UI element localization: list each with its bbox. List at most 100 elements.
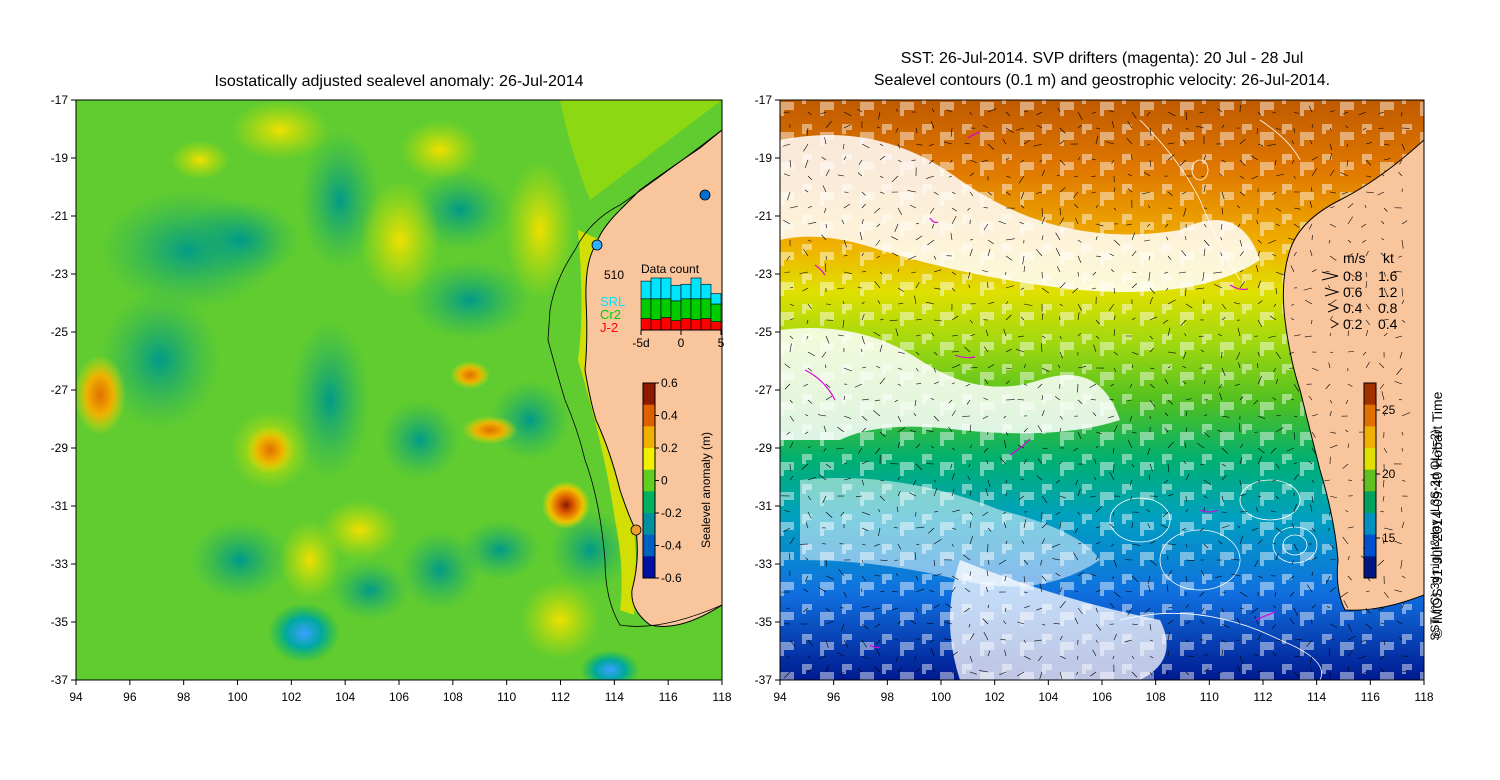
velocity-arrow [1148,271,1151,281]
left-axis-x-tick-label: 102 [281,690,301,704]
velocity-arrow [1275,287,1278,295]
velocity-arrow [1040,559,1043,566]
velocity-legend-arrow [1327,303,1340,313]
velocity-arrow [1383,318,1389,321]
velocity-arrow [1091,175,1097,177]
velocity-arrow [1095,236,1098,241]
data-count-bar-srl [700,283,712,300]
sst-colorbar-tick-label: 15 [1382,531,1396,545]
velocity-arrow [1131,283,1138,289]
imos-credit: © IMOS 31-Jul-2014 09:40 Hobart Time [1429,391,1445,638]
velocity-arrow [930,397,935,401]
velocity-arrow [1239,655,1244,664]
velocity-arrow [1023,655,1031,660]
velocity-arrow [1253,653,1259,657]
velocity-arrow [854,383,863,388]
velocity-arrow [1238,362,1241,369]
left-axis-y-tick-label: -17 [51,93,69,107]
velocity-arrow [1113,425,1118,433]
velocity-arrow [1095,223,1104,227]
velocity-arrow [1055,511,1061,516]
sst-colorbar-swatch [1364,513,1376,536]
velocity-arrow [1003,328,1007,337]
velocity-arrow [1380,510,1385,513]
sealevel-colorbar-label: Sealevel anomaly (m) [699,432,713,548]
velocity-arrow [945,603,953,609]
data-count-bar-srl [650,277,662,300]
velocity-arrow [840,671,845,675]
velocity-arrow [1126,137,1133,145]
velocity-arrow [807,511,812,519]
velocity-arrow [1167,631,1171,641]
velocity-arrow [1041,495,1048,504]
velocity-arrow [1340,591,1349,598]
velocity-arrow [1365,303,1370,310]
velocity-arrow [1272,111,1277,114]
velocity-arrow [1110,383,1115,387]
velocity-arrow [914,551,917,561]
velocity-arrow [1185,604,1189,609]
velocity-arrow [803,248,809,257]
velocity-arrow [1129,383,1133,388]
velocity-arrow [1311,479,1315,483]
velocity-arrow [897,268,900,273]
velocity-arrow [1005,367,1012,370]
velocity-arrow [1076,655,1079,660]
velocity-arrow [1401,220,1408,225]
velocity-arrow [1095,127,1100,129]
right-map-title-line1: SST: 26-Jul-2014. SVP drifters (magenta)… [900,50,1304,67]
velocity-arrow [1183,460,1187,465]
velocity-arrow [964,587,971,593]
velocity-arrow [1329,191,1336,194]
velocity-arrow [1041,235,1044,241]
velocity-arrow [1291,140,1295,145]
velocity-arrow [1273,303,1277,307]
velocity-arrow [969,367,978,369]
velocity-arrow [1236,617,1241,625]
velocity-arrow [825,559,827,567]
velocity-arrow [1220,223,1223,230]
left-axis-x-tick-label: 112 [551,690,570,704]
velocity-arrow [1059,636,1063,641]
velocity-arrow [1199,619,1205,625]
velocity-arrow [913,479,917,486]
velocity-arrow [1041,335,1046,338]
velocity-arrow [1019,221,1025,225]
velocity-arrow [843,156,847,161]
velocity-arrow [1236,351,1241,360]
data-count-legend-srl: SRL [600,294,625,309]
velocity-arrow [1401,143,1406,151]
velocity-arrow [1378,127,1385,130]
velocity-arrow [1113,559,1117,568]
velocity-arrow [1167,399,1174,405]
velocity-arrow [1095,255,1102,258]
velocity-arrow [1271,623,1277,629]
data-count-bar-j2 [660,317,672,331]
velocity-arrow [1149,623,1152,631]
velocity-arrow [915,351,920,356]
velocity-arrow [986,459,989,465]
velocity-arrow [838,568,845,577]
velocity-arrow [1220,252,1223,257]
velocity-arrow [1221,511,1227,513]
velocity-arrow [897,442,900,449]
velocity-arrow [1167,255,1172,260]
velocity-arrow [1221,649,1223,657]
velocity-arrow [1347,203,1354,209]
velocity-arrow [1149,159,1152,167]
velocity-arrow [1293,474,1299,481]
velocity-arrow [951,207,957,212]
velocity-arrow [1329,169,1335,177]
velocity-arrow [1325,271,1331,273]
velocity-arrow [1167,191,1173,196]
velocity-arrow [1401,479,1406,482]
velocity-arrow [1182,139,1187,145]
velocity-arrow [1167,111,1176,117]
velocity-arrow [879,175,884,179]
velocity-arrow [1199,463,1205,466]
velocity-arrow [824,137,827,145]
velocity-arrow [951,315,959,321]
velocity-arrow [1091,287,1097,290]
velocity-arrow [1255,265,1259,273]
sst-colorbar-swatch [1364,491,1376,514]
